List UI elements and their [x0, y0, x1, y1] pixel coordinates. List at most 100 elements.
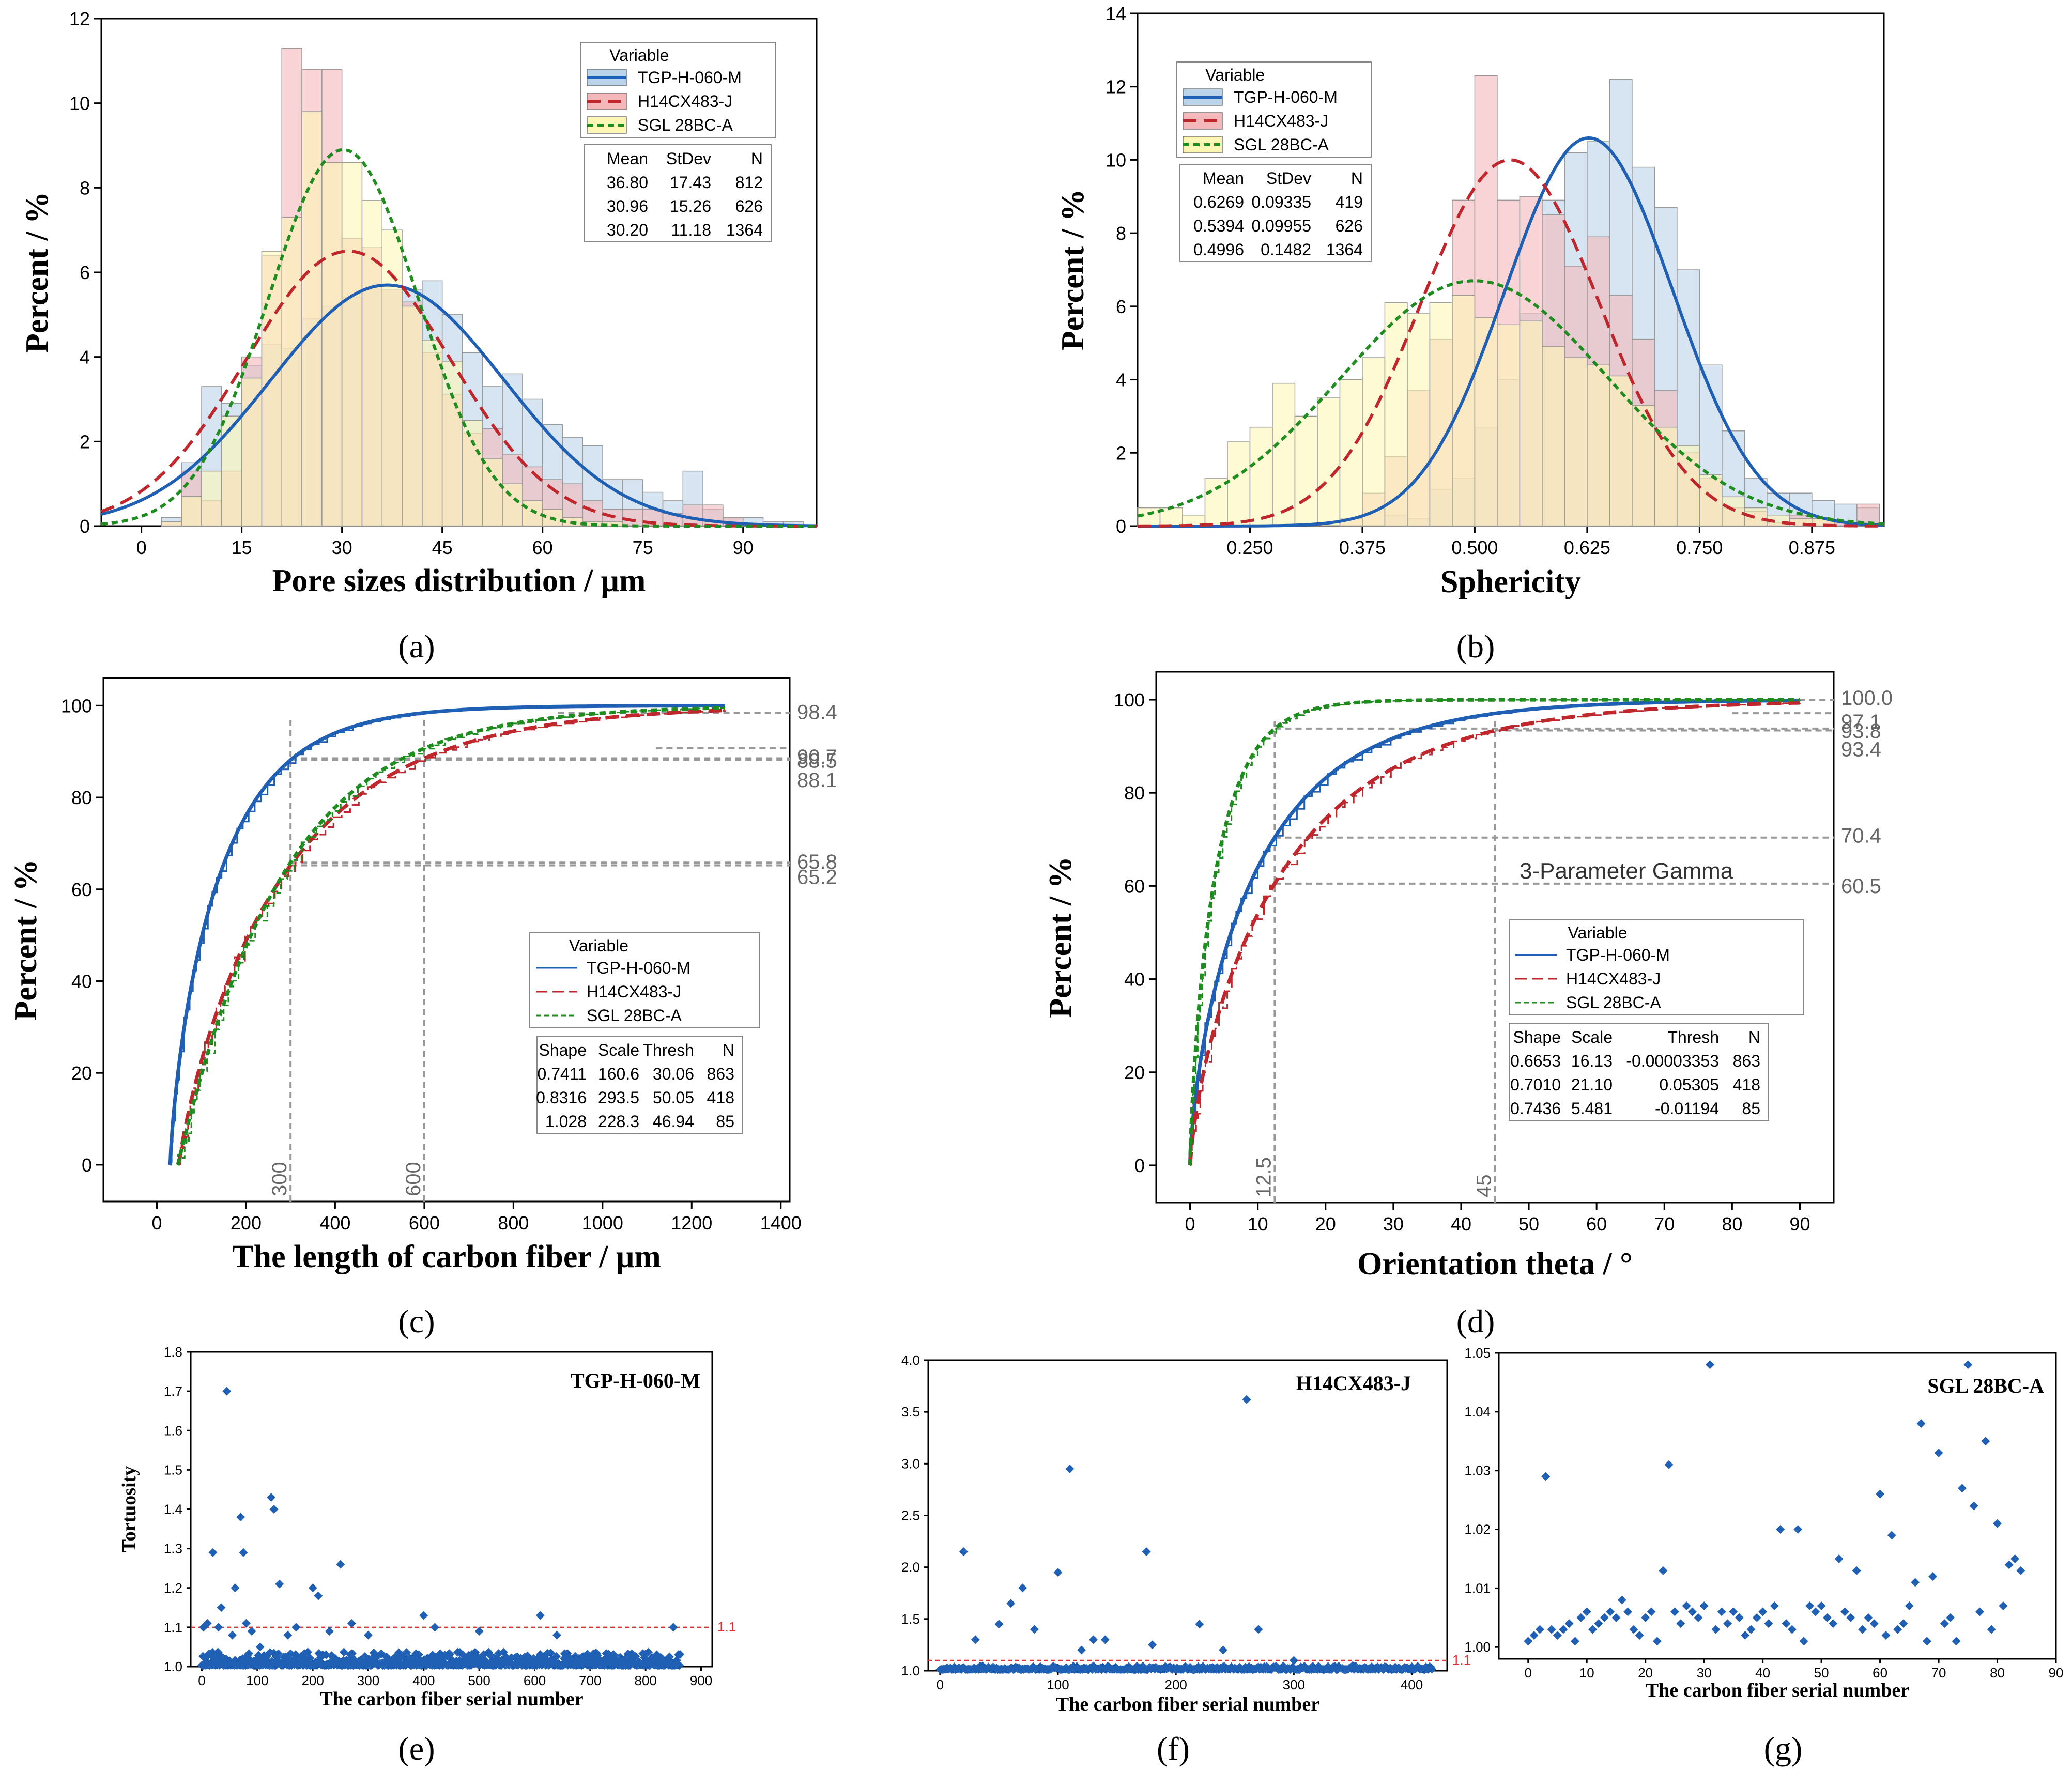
threshold-label: 1.1 — [717, 1619, 736, 1635]
scatter-point — [321, 1650, 331, 1659]
y-tick-label: 1.5 — [164, 1462, 182, 1477]
scatter-point — [675, 1661, 684, 1670]
scatter-point — [474, 1627, 484, 1636]
panel-caption: (g) — [1764, 1730, 1803, 1767]
y-tick-label: 1.1 — [164, 1620, 182, 1635]
scatter-point — [1829, 1619, 1838, 1628]
panel-e: 0 100 200 300 400 500 600 700 800 900 1.0 1.1 1.2 1.3… — [118, 1344, 736, 1767]
stats-value: 0.6269 — [1193, 193, 1244, 211]
legend-label: TGP-H-060-M — [638, 68, 742, 87]
stats-value: 626 — [1336, 217, 1363, 235]
normal-fit-curve — [101, 283, 817, 528]
histogram-bar — [1272, 382, 1296, 527]
reference-vline-label: 45 — [1473, 1175, 1496, 1198]
x-tick-label: 700 — [579, 1673, 601, 1688]
scatter-point — [1427, 1665, 1436, 1674]
histogram-bar — [221, 415, 242, 527]
scatter-point — [1969, 1501, 1978, 1511]
scatter-point — [231, 1583, 240, 1593]
scatter-point — [1195, 1620, 1204, 1629]
normal-fit-curve — [1138, 158, 1884, 528]
histogram-bar — [1497, 324, 1521, 527]
y-tick-label: 1.2 — [164, 1580, 182, 1596]
x-tick-label: 600 — [409, 1212, 440, 1234]
x-tick-label: 1000 — [582, 1212, 623, 1234]
histogram-bar — [402, 305, 423, 527]
scatter-point — [552, 1630, 561, 1640]
stats-header: Mean — [607, 149, 648, 168]
histogram-bar — [1609, 375, 1633, 527]
scatter-point — [1793, 1525, 1803, 1534]
histogram-bar — [1227, 441, 1251, 527]
legend-label: H14CX483-J — [1566, 969, 1661, 988]
legend-title: Variable — [569, 936, 628, 955]
x-tick-label: 0.500 — [1451, 537, 1498, 558]
scatter-point — [222, 1387, 232, 1396]
empirical-cdf-step — [1190, 700, 1801, 1166]
stats-header: Thresh — [1667, 1028, 1719, 1046]
plot-frame — [190, 1351, 713, 1668]
y-tick-label: 1.01 — [1464, 1580, 1491, 1596]
x-tick-label: 200 — [1164, 1677, 1187, 1692]
reference-hline-label: 93.4 — [1841, 738, 1881, 761]
y-tick-label: 1.8 — [164, 1344, 182, 1360]
stats-value: 863 — [707, 1065, 734, 1083]
scatter-point — [1065, 1464, 1075, 1473]
stats-header: N — [723, 1041, 734, 1059]
x-tick-label: 50 — [1814, 1665, 1829, 1681]
panel-a: 0 15 30 45 60 75 90 0 2 4 6 8 10 12 Pore sizes distrib… — [20, 8, 818, 665]
stats-header: N — [1351, 169, 1363, 188]
scatter-point — [1100, 1635, 1110, 1644]
scatter-point — [1729, 1607, 1738, 1616]
scatter-point — [971, 1635, 980, 1644]
stats-header: Shape — [539, 1041, 587, 1059]
scatter-point — [1647, 1607, 1656, 1616]
histogram-bar — [1744, 507, 1768, 527]
scatter-point — [1670, 1607, 1679, 1616]
scatter-point — [1682, 1601, 1691, 1611]
panel-caption: (d) — [1456, 1303, 1495, 1339]
stats-box — [584, 144, 772, 242]
stats-value: 30.96 — [607, 197, 648, 215]
x-tick-label: 60 — [532, 537, 553, 558]
reference-hline-label: 88.1 — [797, 769, 837, 792]
y-tick-label: 12 — [1106, 76, 1126, 98]
stats-header: Mean — [1203, 169, 1244, 188]
scatter-point — [1752, 1613, 1761, 1622]
histogram-bar — [281, 217, 302, 527]
y-tick-label: 20 — [1124, 1062, 1145, 1083]
y-tick-label: 6 — [80, 262, 90, 283]
x-tick-label: 30 — [1383, 1213, 1404, 1235]
scatter-point — [308, 1583, 317, 1593]
stats-value: 30.20 — [607, 221, 648, 239]
legend-label: TGP-H-060-M — [1234, 88, 1338, 106]
y-tick-label: 80 — [1124, 782, 1145, 804]
x-tick-label: 200 — [301, 1673, 324, 1688]
y-tick-label: 10 — [69, 93, 90, 114]
y-tick-label: 10 — [1106, 149, 1126, 171]
scatter-point — [1776, 1525, 1785, 1534]
x-tick-label: 0 — [937, 1677, 944, 1692]
panel-b: 0.250 0.375 0.500 0.625 0.750 0.875 0 2 4 6 8 10 12 1… — [1055, 3, 1885, 665]
histogram-bar — [181, 496, 202, 527]
scatter-point — [1811, 1607, 1820, 1616]
scatter-point — [2010, 1554, 2020, 1563]
histogram-bar — [301, 111, 323, 527]
scatter-point — [1699, 1601, 1709, 1611]
histogram-bar — [1699, 474, 1723, 527]
x-tick-label: 90 — [2049, 1665, 2064, 1681]
y-tick-label: 3.0 — [901, 1456, 920, 1471]
x-tick-label: 0.875 — [1789, 537, 1835, 558]
stats-value: 863 — [1733, 1052, 1760, 1070]
panel-caption: (f) — [1157, 1730, 1190, 1767]
x-tick-label: 300 — [357, 1673, 379, 1688]
x-tick-label: 0 — [136, 537, 147, 558]
reference-vline-label: 600 — [402, 1162, 425, 1196]
stats-value: 1364 — [726, 221, 763, 239]
stats-value: 11.18 — [671, 221, 711, 239]
reference-hline-label: 65.8 — [797, 851, 837, 873]
histogram-bar — [482, 458, 503, 527]
x-tick-label: 400 — [319, 1212, 350, 1234]
y-tick-label: 0 — [1116, 516, 1126, 537]
